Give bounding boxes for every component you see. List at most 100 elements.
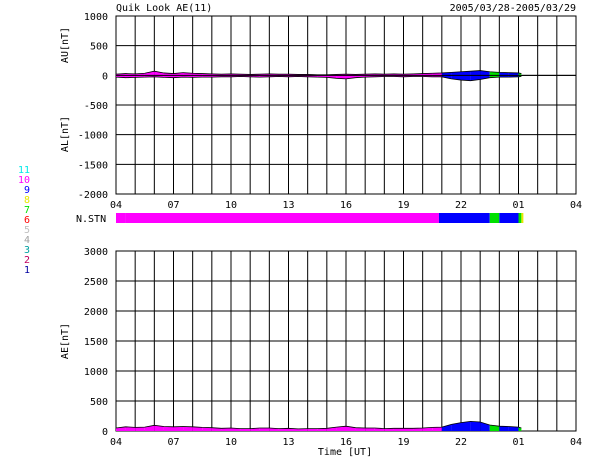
legend-count-11: 11 — [18, 165, 30, 176]
legend-count-1: 1 — [24, 265, 30, 276]
au-series-area-segment — [489, 71, 500, 76]
ae-series-area-segment — [163, 426, 174, 431]
au-al-x-tick-label: 16 — [340, 200, 352, 211]
ae-series-area-segment — [307, 428, 318, 431]
ae-x-tick-label: 13 — [282, 437, 294, 448]
ae-series-area-segment — [336, 426, 346, 431]
al-series-line — [115, 76, 522, 82]
au-series-area-segment — [461, 71, 471, 76]
au-al-y-tick-label: 500 — [90, 42, 108, 53]
ae-y-tick-label: 1000 — [84, 367, 108, 378]
ae-series-area-segment — [192, 426, 203, 431]
ae-series-area-segment — [240, 428, 251, 431]
ae-x-tick-label: 04 — [570, 437, 582, 448]
au-al-y-tick-label: -2000 — [78, 190, 108, 201]
ae-series-line — [115, 420, 522, 430]
legend-count-2: 2 — [24, 255, 30, 266]
au-al-x-tick-label: 19 — [397, 200, 409, 211]
al-axis-label: AL[nT] — [60, 116, 71, 152]
au-axis-label: AU[nT] — [60, 27, 71, 63]
station-count-segment — [438, 213, 490, 223]
ae-series-area-segment — [508, 426, 519, 431]
ae-series-area-segment — [154, 425, 164, 431]
legend-count-7: 7 — [24, 205, 30, 216]
ae-series-area-segment — [441, 424, 452, 431]
al-series-area-segment — [480, 75, 490, 80]
au-series-area-segment — [154, 71, 164, 76]
ae-y-tick-label: 3000 — [84, 247, 108, 258]
ae-axis-label: AE[nT] — [60, 323, 71, 359]
station-count-segment-end — [521, 213, 524, 223]
chart-title: Quik Look AE(11) — [116, 3, 212, 14]
date-range: 2005/03/28-2005/03/29 — [450, 3, 576, 14]
au-al-x-tick-label: 13 — [282, 200, 294, 211]
station-count-segment — [116, 213, 126, 223]
legend-count-4: 4 — [24, 235, 30, 246]
ae-series-area-segment — [413, 428, 423, 431]
ae-series-area-segment — [393, 428, 404, 431]
au-al-x-tick-label: 01 — [512, 200, 524, 211]
station-count-label: N.STN — [76, 214, 106, 225]
ae-x-tick-label: 07 — [167, 437, 179, 448]
ae-series-area-segment — [183, 426, 193, 431]
au-series-area-segment — [144, 71, 155, 76]
legend-count-5: 5 — [24, 225, 30, 236]
au-al-y-tick-label: 1000 — [84, 12, 108, 23]
ae-series-area-segment — [317, 428, 327, 431]
au-al-x-tick-label: 07 — [167, 200, 179, 211]
station-count-segment — [499, 213, 519, 223]
au-al-y-tick-label: 0 — [102, 71, 108, 82]
ae-x-tick-label: 22 — [455, 437, 467, 448]
ae-x-tick-label: 16 — [340, 437, 352, 448]
ae-y-tick-label: 1500 — [84, 337, 108, 348]
au-series-line — [115, 70, 522, 76]
au-al-x-tick-label: 22 — [455, 200, 467, 211]
legend-count-8: 8 — [24, 195, 30, 206]
legend-count-6: 6 — [24, 215, 30, 226]
ae-series-area-segment — [403, 428, 414, 431]
x-axis-label: Time [UT] — [318, 447, 372, 458]
ae-y-tick-label: 0 — [102, 427, 108, 438]
au-al-x-tick-label: 10 — [225, 200, 237, 211]
ae-series-area-segment — [135, 427, 145, 431]
ae-series-area-segment — [355, 427, 366, 431]
ae-x-tick-label: 01 — [512, 437, 524, 448]
au-al-x-tick-label: 04 — [110, 200, 122, 211]
au-al-y-tick-label: -500 — [84, 101, 108, 112]
au-series-area-segment — [173, 72, 184, 76]
ae-series-area-segment — [365, 428, 375, 431]
ae-series-area-segment — [384, 428, 394, 431]
ae-series-area-segment — [432, 427, 442, 431]
legend-count-3: 3 — [24, 245, 30, 256]
ae-series-area-segment — [422, 427, 433, 431]
ae-series-area-segment — [173, 426, 184, 431]
au-al-x-tick-label: 04 — [570, 200, 582, 211]
al-series-area-segment — [461, 75, 471, 81]
ae-y-tick-label: 2000 — [84, 307, 108, 318]
au-series-area-segment — [499, 72, 509, 76]
station-count-segment — [489, 213, 500, 223]
ae-series-area-segment — [461, 421, 471, 431]
au-al-y-tick-label: -1500 — [78, 160, 108, 171]
ae-series-area-segment — [489, 425, 500, 431]
ae-y-tick-label: 2500 — [84, 277, 108, 288]
station-count-segment — [518, 213, 522, 223]
al-series-area-segment — [346, 75, 356, 79]
ae-x-tick-label: 04 — [110, 437, 122, 448]
ae-series-area-segment — [125, 426, 136, 431]
au-series-area-segment — [470, 70, 481, 76]
au-series-area-segment — [451, 71, 461, 76]
legend-count-9: 9 — [24, 185, 30, 196]
ae-x-tick-label: 10 — [225, 437, 237, 448]
ae-series-area-segment — [278, 428, 289, 431]
ae-series-area-segment — [221, 428, 231, 431]
ae-series-area-segment — [470, 421, 481, 431]
ae-series-area-segment — [202, 427, 212, 431]
al-series-area-segment — [470, 75, 481, 81]
station-count-segment — [125, 213, 439, 223]
ae-series-area-segment — [259, 428, 270, 431]
